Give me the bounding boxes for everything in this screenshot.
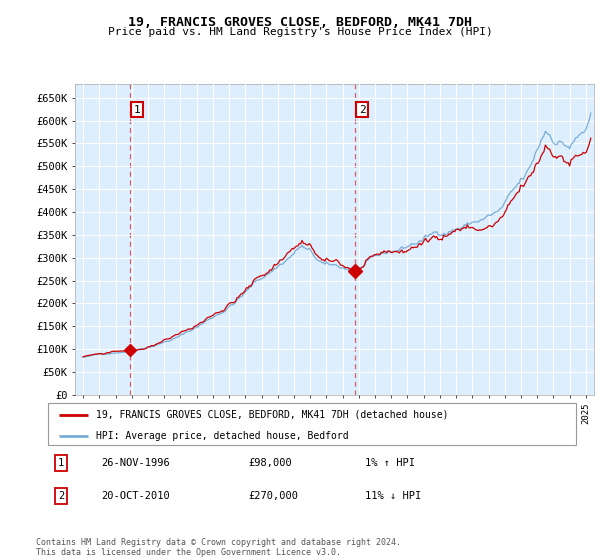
FancyBboxPatch shape bbox=[48, 403, 576, 445]
Text: 2: 2 bbox=[359, 105, 365, 115]
Text: Price paid vs. HM Land Registry's House Price Index (HPI): Price paid vs. HM Land Registry's House … bbox=[107, 27, 493, 37]
Text: 1: 1 bbox=[58, 459, 64, 468]
Text: 26-NOV-1996: 26-NOV-1996 bbox=[101, 459, 170, 468]
Text: 19, FRANCIS GROVES CLOSE, BEDFORD, MK41 7DH (detached house): 19, FRANCIS GROVES CLOSE, BEDFORD, MK41 … bbox=[95, 410, 448, 420]
Text: 19, FRANCIS GROVES CLOSE, BEDFORD, MK41 7DH: 19, FRANCIS GROVES CLOSE, BEDFORD, MK41 … bbox=[128, 16, 472, 29]
Text: 1: 1 bbox=[133, 105, 140, 115]
Text: Contains HM Land Registry data © Crown copyright and database right 2024.
This d: Contains HM Land Registry data © Crown c… bbox=[36, 538, 401, 557]
Text: £270,000: £270,000 bbox=[248, 491, 299, 501]
Text: 20-OCT-2010: 20-OCT-2010 bbox=[101, 491, 170, 501]
Text: 1% ↑ HPI: 1% ↑ HPI bbox=[365, 459, 415, 468]
Text: £98,000: £98,000 bbox=[248, 459, 292, 468]
Text: HPI: Average price, detached house, Bedford: HPI: Average price, detached house, Bedf… bbox=[95, 431, 348, 441]
Text: 11% ↓ HPI: 11% ↓ HPI bbox=[365, 491, 421, 501]
Text: 2: 2 bbox=[58, 491, 64, 501]
